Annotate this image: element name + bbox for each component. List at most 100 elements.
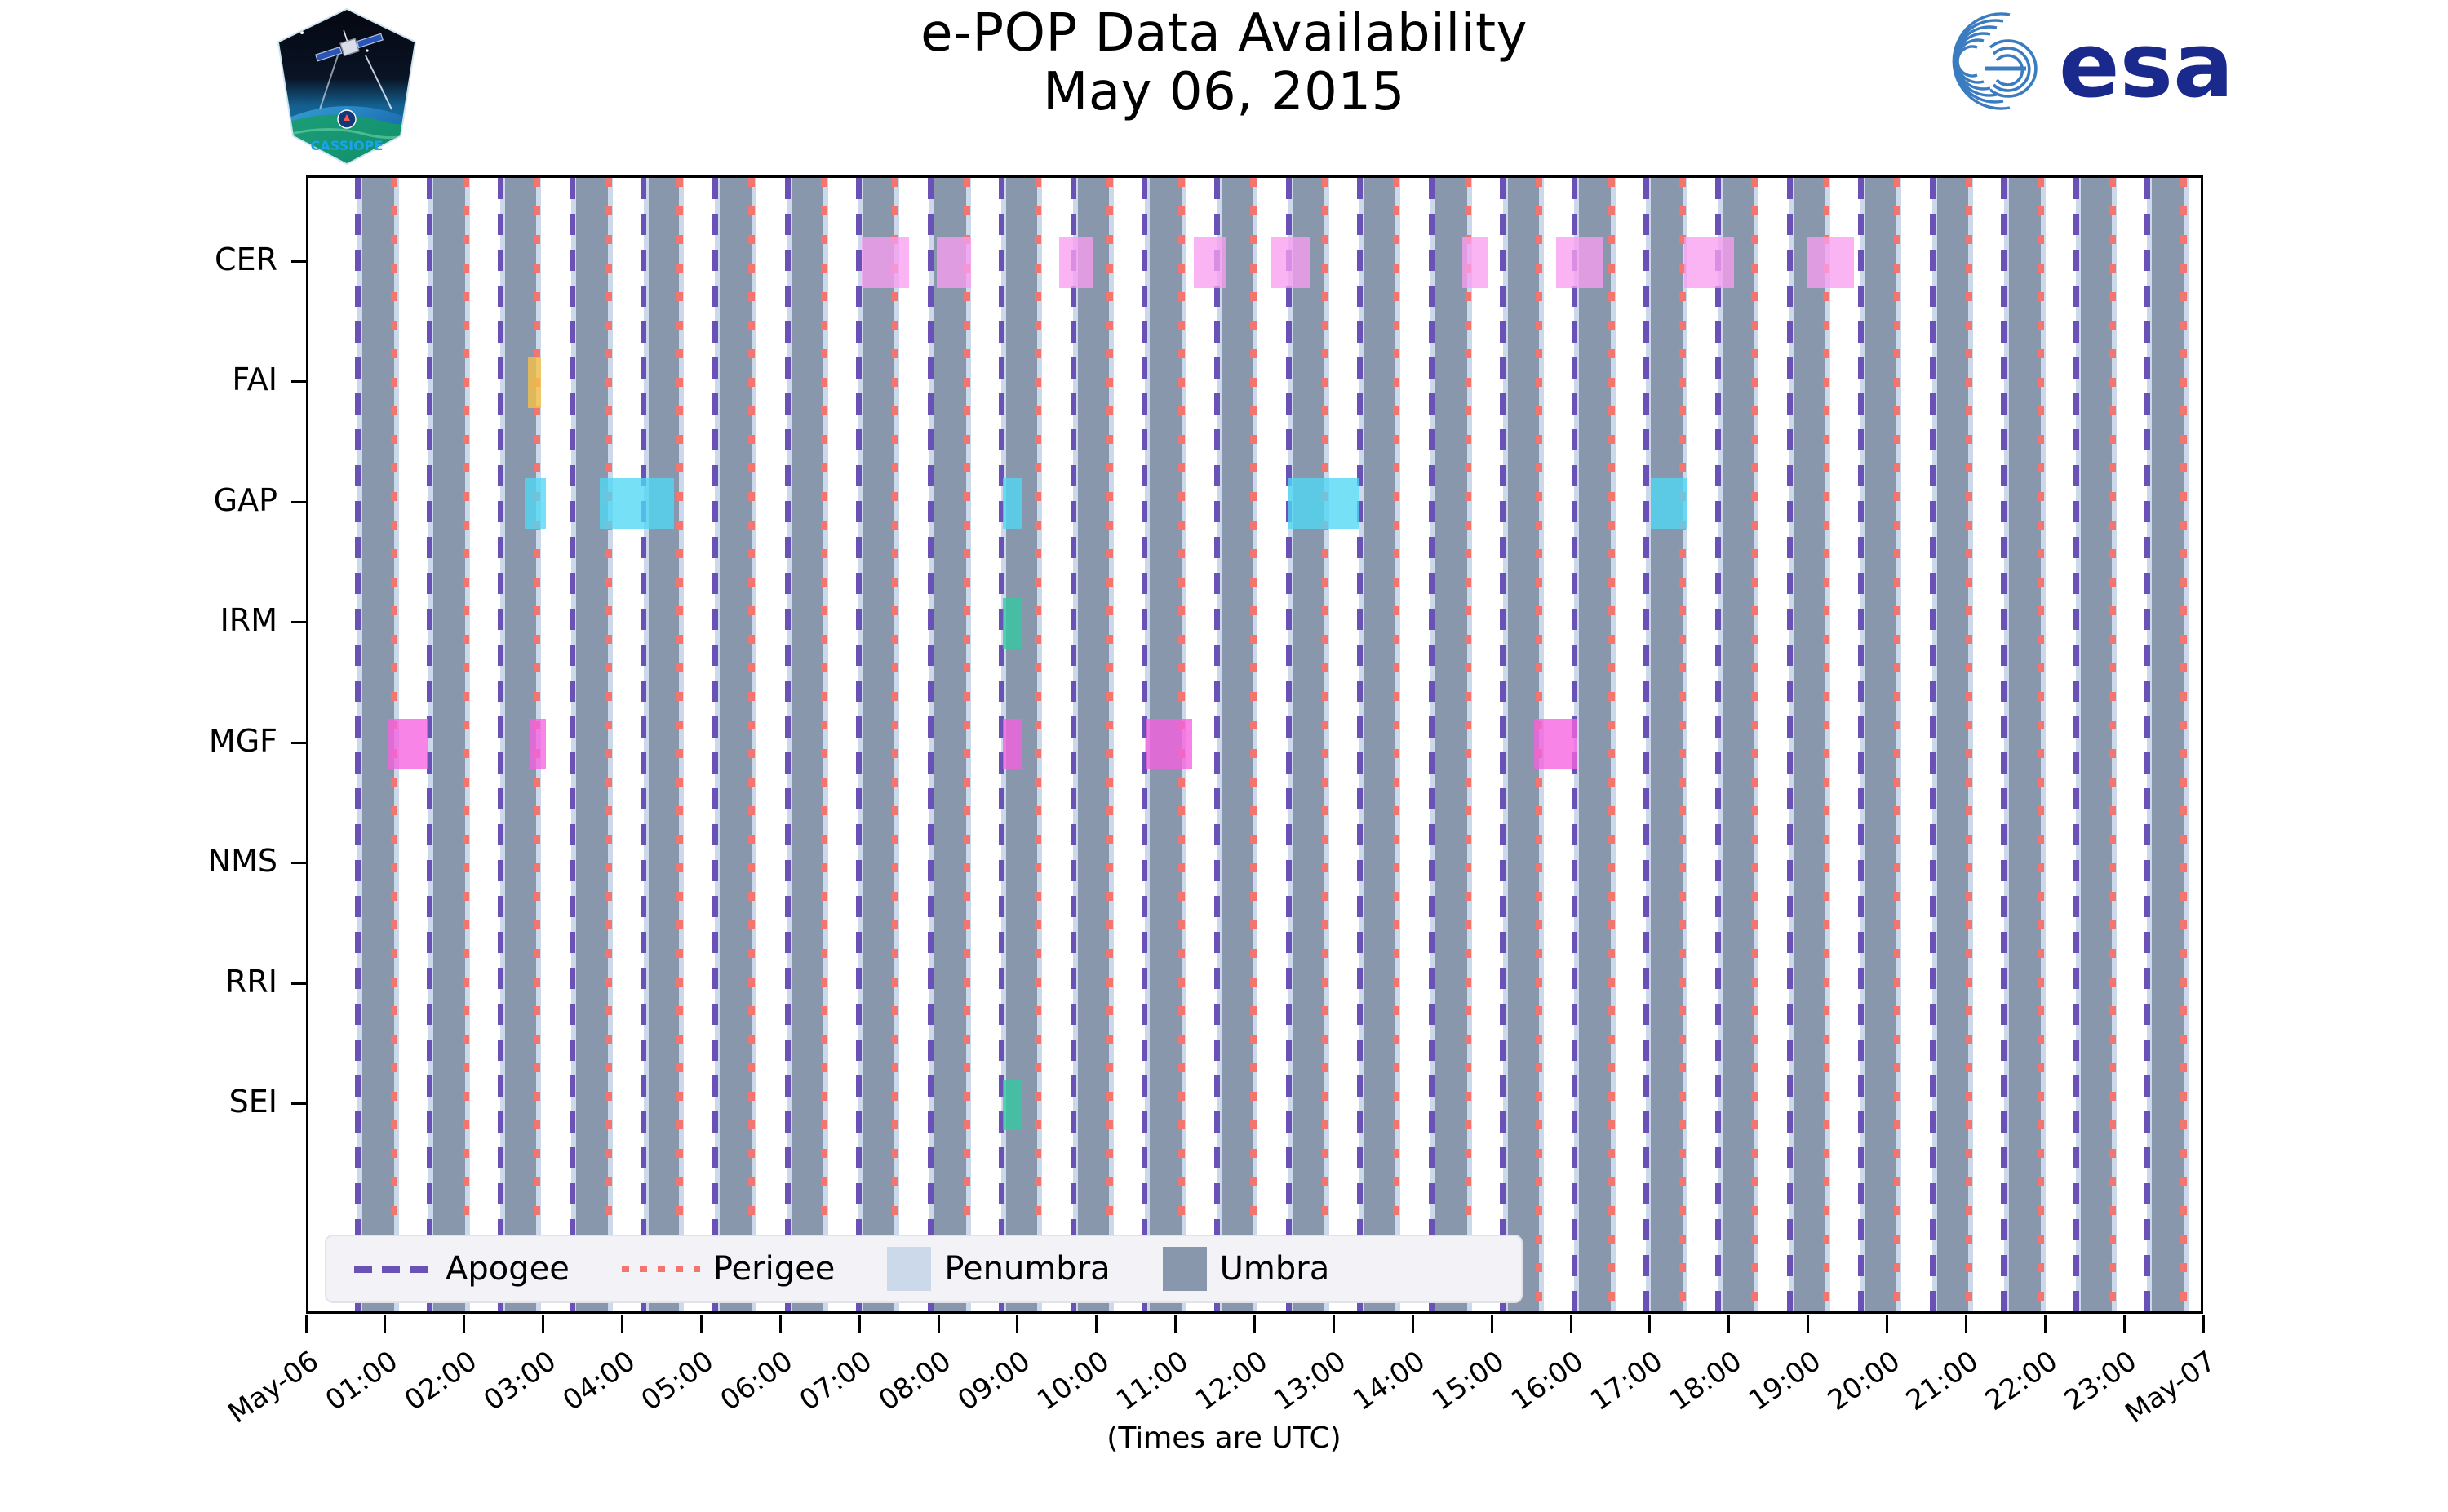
legend-item-apogee[interactable]: Apogee [354,1250,570,1288]
x-tick-mark [1648,1315,1652,1333]
umbra-band [576,178,609,1311]
x-tick-mark [1727,1315,1731,1333]
apogee-line [1356,178,1363,1311]
perigee-line [891,178,898,1311]
cassiope-logo-caption: CASSIOPE [311,138,384,153]
data-bar-mgf [530,718,546,769]
perigee-line [748,178,756,1311]
perigee-line [1393,178,1399,1311]
perigee-line [1035,178,1042,1311]
apogee-line [1213,178,1220,1311]
apogee-line [1500,178,1506,1311]
x-tick-mark [699,1315,703,1333]
apogee-line [497,178,503,1311]
umbra-band [1435,178,1468,1311]
y-tick-mark [291,862,306,865]
x-tick-mark [2202,1315,2205,1333]
penumbra-swatch-icon [887,1247,932,1291]
apogee-line-icon [354,1265,432,1273]
perigee-line [2180,178,2187,1311]
data-bar-mgf [387,718,429,769]
legend-label-umbra: Umbra [1219,1250,1330,1288]
perigee-line [1249,178,1257,1311]
plot-area [306,175,2203,1314]
apogee-line [2073,178,2079,1311]
x-tick-mark [463,1315,466,1333]
apogee-line [2144,178,2150,1311]
x-tick-mark [1174,1315,1177,1333]
data-bar-mgf [1146,718,1193,769]
y-tick-label-sei: SEI [228,1084,277,1120]
perigee-line [1750,178,1758,1311]
umbra-band [1077,178,1110,1311]
apogee-line [570,178,576,1311]
data-bar-cer [1555,237,1603,288]
x-tick-mark [2122,1315,2126,1333]
legend-item-penumbra[interactable]: Penumbra [887,1247,1111,1291]
perigee-line [1966,178,1973,1311]
x-tick-mark [1411,1315,1414,1333]
x-tick-mark [937,1315,940,1333]
perigee-line [2037,178,2044,1311]
data-bar-fai [528,357,541,409]
apogee-line [641,178,647,1311]
apogee-line [1714,178,1721,1311]
data-bar-cer [862,237,910,288]
apogee-line [1285,178,1292,1311]
umbra-band [1723,178,1754,1311]
legend-label-apogee: Apogee [446,1250,570,1288]
y-tick-label-cer: CER [215,241,277,277]
data-bar-irm [1002,598,1022,650]
x-tick-mark [384,1315,387,1333]
x-tick-mark [1095,1315,1098,1333]
data-bar-gap [1288,477,1360,529]
x-tick-mark [1964,1315,1967,1333]
apogee-line [1643,178,1649,1311]
perigee-line [963,178,970,1311]
data-bar-cer [1806,237,1854,288]
apogee-line [999,178,1005,1311]
apogee-line [927,178,934,1311]
data-bar-gap [1002,477,1022,529]
x-tick-mark [2043,1315,2047,1333]
data-bar-gap [525,477,546,529]
data-bar-gap [1650,477,1688,529]
y-tick-label-fai: FAI [232,361,277,398]
y-tick-mark [291,741,306,744]
x-tick-mark [1886,1315,1888,1333]
apogee-line [1071,178,1077,1311]
umbra-swatch-icon [1162,1247,1207,1291]
data-bar-gap [599,477,674,529]
umbra-band [433,178,465,1311]
legend-item-umbra[interactable]: Umbra [1162,1247,1330,1291]
umbra-band [1364,178,1396,1311]
apogee-line [426,178,432,1311]
apogee-line [354,178,361,1311]
page-title: e-POP Data Availability May 06, 2015 [604,4,1844,122]
perigee-line [1679,178,1686,1311]
legend[interactable]: Apogee Perigee Penumbra Umbra [325,1235,1523,1303]
umbra-band [719,178,752,1311]
umbra-band [1865,178,1897,1311]
legend-item-perigee[interactable]: Perigee [621,1250,835,1288]
umbra-band [1936,178,1969,1311]
esa-logo: esa [1922,8,2297,118]
apogee-line [784,178,791,1311]
legend-label-penumbra: Penumbra [944,1250,1111,1288]
data-bar-mgf [1533,718,1577,769]
perigee-line-icon [621,1266,700,1272]
x-tick-mark [1807,1315,1810,1333]
umbra-band [1221,178,1253,1311]
x-tick-mark [778,1315,782,1333]
data-bar-cer [1683,237,1734,288]
y-tick-label-rri: RRI [224,963,277,1000]
umbra-band [2152,178,2184,1311]
data-bar-cer [937,237,971,288]
apogee-line [1429,178,1435,1311]
apogee-line [1858,178,1865,1311]
y-tick-label-mgf: MGF [208,722,277,759]
x-tick-mark [621,1315,623,1333]
y-tick-mark [291,380,306,384]
data-bar-cer [1271,237,1310,288]
perigee-line [2109,178,2116,1311]
